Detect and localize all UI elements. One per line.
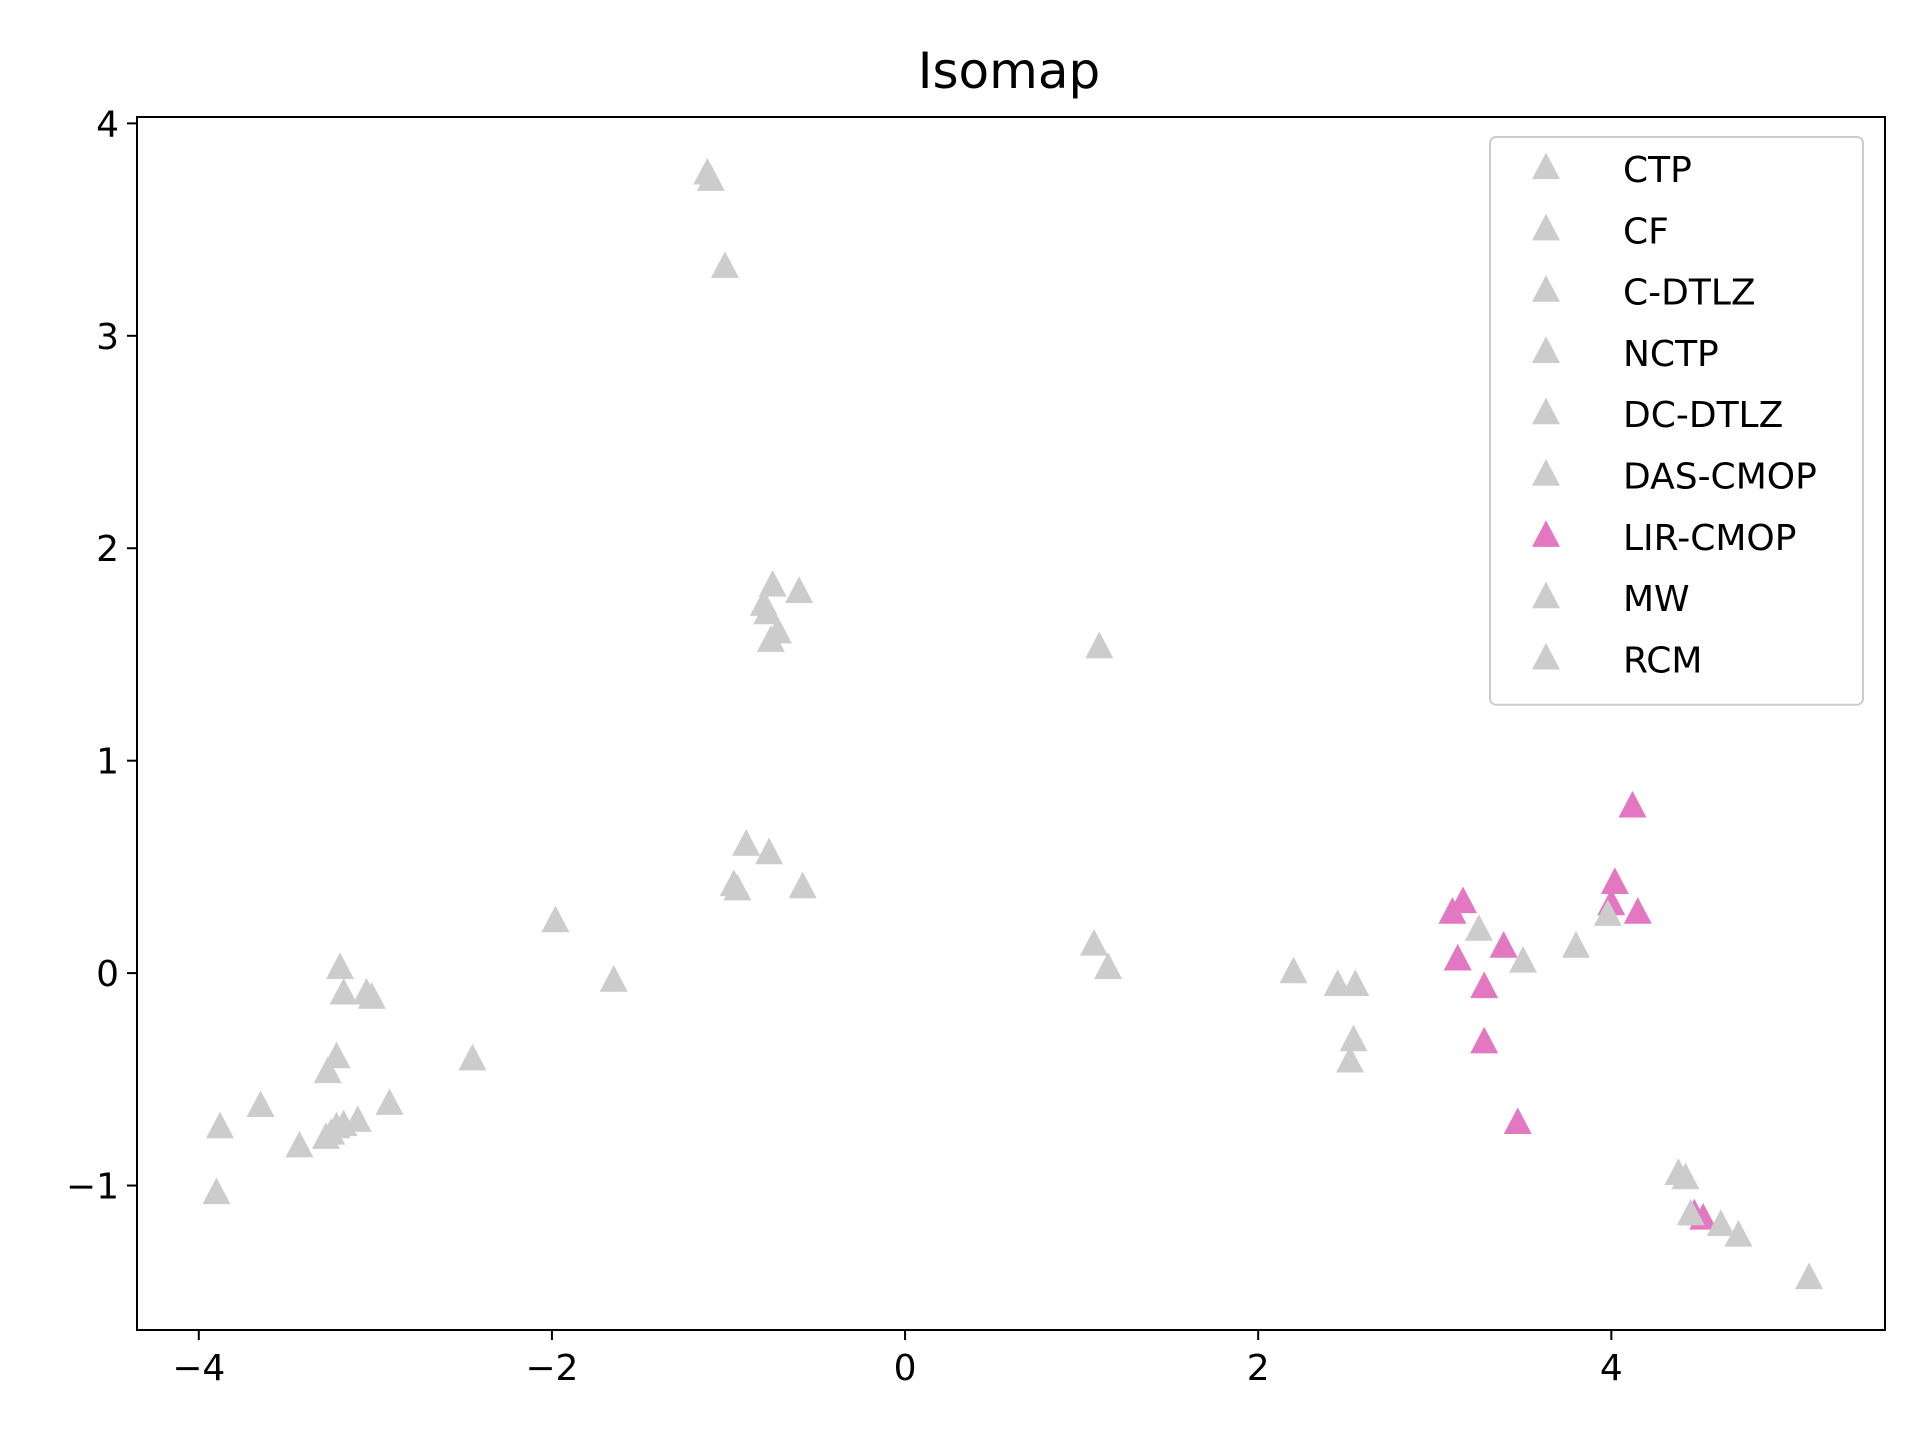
data-point (1509, 945, 1538, 973)
legend-marker (1532, 459, 1560, 486)
data-point (1094, 952, 1123, 979)
y-tick-label: 4 (96, 104, 119, 145)
legend-label: NCTP (1623, 334, 1719, 375)
legend-label: CTP (1623, 150, 1692, 191)
data-point (696, 164, 725, 191)
data-point (788, 871, 817, 899)
data-point (1449, 886, 1478, 914)
x-tick-label: 4 (1600, 1348, 1623, 1389)
data-point (357, 982, 386, 1009)
data-point (246, 1090, 275, 1118)
data-point (329, 977, 358, 1005)
data-point (375, 1088, 404, 1115)
data-point (313, 1056, 342, 1084)
legend-label: CF (1623, 211, 1669, 252)
y-tick-label: −1 (66, 1167, 119, 1208)
data-point (723, 873, 752, 901)
data-point (599, 965, 628, 992)
data-point (758, 569, 787, 597)
y-tick-label: 3 (96, 317, 119, 358)
data-point (1671, 1162, 1700, 1190)
data-point (1470, 971, 1499, 999)
data-point (756, 625, 785, 652)
x-tick-label: 2 (1247, 1348, 1270, 1389)
legend-label: DAS-CMOP (1623, 457, 1817, 498)
series-lir-cmop (1438, 790, 1718, 1230)
data-point (1724, 1220, 1753, 1247)
data-point (1323, 969, 1352, 996)
data-point (1706, 1209, 1735, 1237)
data-point (755, 837, 784, 865)
data-point (1339, 1024, 1368, 1052)
data-point (1464, 914, 1493, 941)
plot-frame (136, 116, 1886, 1331)
series-dc-dtlz (719, 829, 817, 901)
data-point (205, 1111, 234, 1139)
legend-marker (1532, 397, 1560, 425)
data-point (1593, 899, 1622, 926)
data-point (1503, 1107, 1532, 1135)
data-point (1470, 1026, 1499, 1054)
data-point (202, 1177, 231, 1205)
series-ctp (202, 1088, 404, 1205)
y-tick-label: 0 (96, 954, 119, 995)
data-point (541, 905, 570, 933)
y-tick-label: 1 (96, 742, 119, 783)
legend-label: MW (1623, 579, 1690, 620)
series-nctp (749, 569, 814, 652)
data-point (1489, 931, 1518, 958)
data-point (1623, 897, 1652, 924)
data-point (1341, 969, 1370, 996)
data-point (1676, 1198, 1705, 1226)
legend-marker (1532, 642, 1560, 670)
data-point (1336, 1045, 1365, 1073)
chart-title: Isomap (918, 42, 1100, 100)
legend-frame (1489, 136, 1864, 706)
legend-label: LIR-CMOP (1623, 518, 1796, 559)
axes: −4 −2 0 2 4 −1 0 1 2 3 4 (66, 104, 1886, 1389)
legend-label: C-DTLZ (1623, 273, 1756, 314)
data-point (1562, 931, 1591, 958)
legend-marker (1532, 275, 1560, 302)
data-point (343, 1105, 372, 1132)
legend-label: RCM (1623, 640, 1702, 681)
data-points (202, 157, 1824, 1290)
series-mw (1464, 899, 1622, 973)
series-rcm (1664, 1158, 1824, 1290)
data-point (785, 576, 814, 603)
x-tick-label: −4 (172, 1348, 225, 1389)
data-point (458, 1043, 487, 1071)
data-point (1795, 1262, 1824, 1290)
legend: CTP CF C-DTLZ NCTP DC-DTLZ DAS-CMOP LIR-CMOP MW… (1489, 136, 1864, 706)
data-point (285, 1130, 314, 1158)
data-point (710, 251, 739, 278)
data-point (326, 952, 355, 979)
series-cf (313, 905, 628, 1084)
series-das-cmop (1079, 631, 1370, 1073)
legend-marker (1532, 336, 1560, 364)
legend-marker (1532, 520, 1560, 547)
data-point (1618, 790, 1647, 818)
data-point (1279, 956, 1308, 984)
y-tick-label: 2 (96, 529, 119, 570)
data-point (1443, 943, 1472, 971)
legend-marker (1532, 581, 1560, 609)
data-point (1600, 867, 1629, 894)
data-point (753, 597, 782, 625)
data-point (1079, 929, 1108, 956)
legend-label: DC-DTLZ (1623, 395, 1783, 436)
legend-marker (1532, 213, 1560, 241)
data-point (1085, 631, 1114, 659)
legend-marker (1532, 152, 1560, 180)
x-tick-label: 0 (894, 1348, 917, 1389)
x-tick-label: −2 (525, 1348, 578, 1389)
series-c-dtlz (693, 157, 739, 278)
data-point (732, 829, 761, 856)
